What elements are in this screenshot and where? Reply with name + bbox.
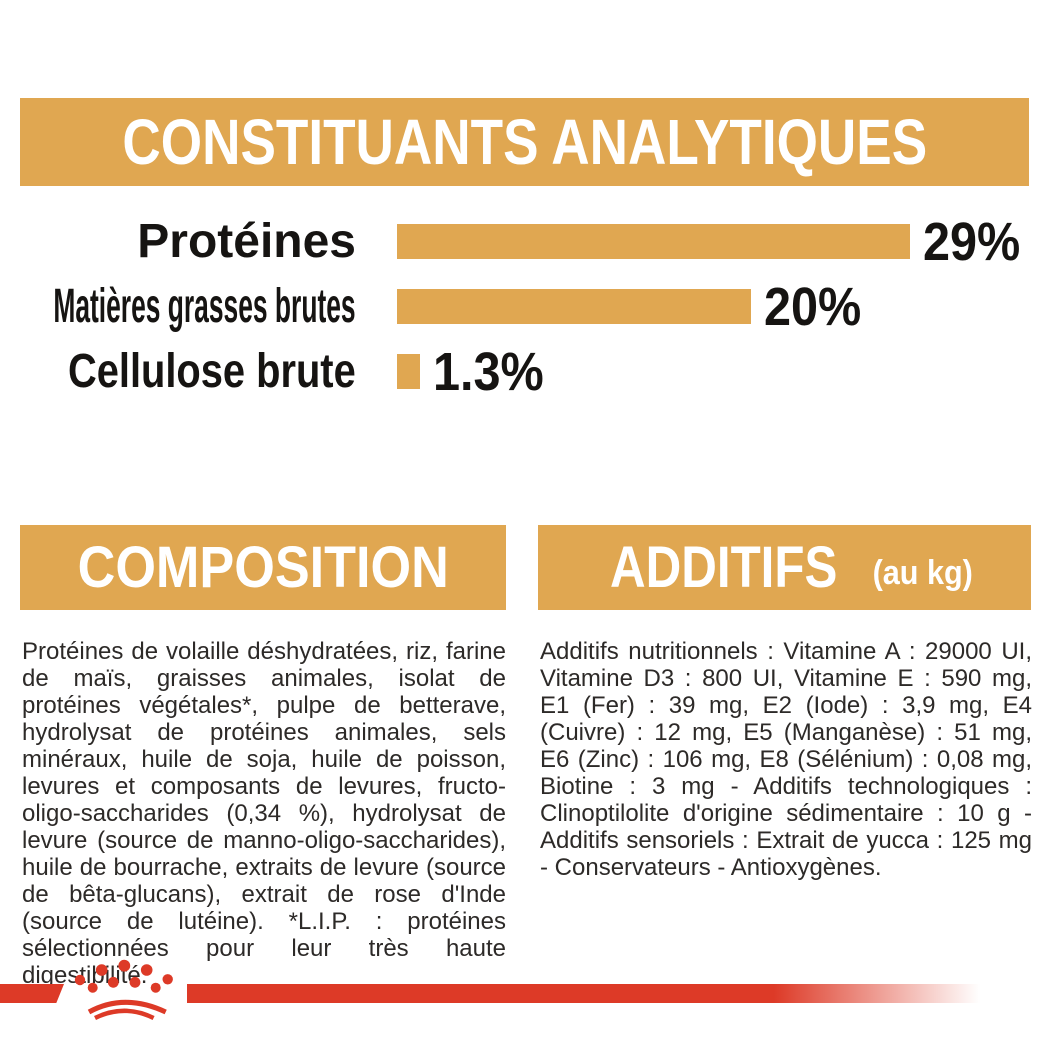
additives-banner: ADDITIFS (au kg) [538, 525, 1031, 610]
nutrient-row-crude-fibre: Cellulose brute 1.3% [0, 345, 1049, 399]
additives-title: ADDITIFS [610, 534, 838, 600]
composition-banner: COMPOSITION [20, 525, 506, 610]
nutrient-label-box: Cellulose brute [0, 344, 356, 398]
analytical-constituents-banner: CONSTITUANTS ANALYTIQUES [20, 98, 1029, 186]
red-divider-line-left [0, 984, 64, 1003]
additives-unit-label: (au kg) [873, 554, 974, 592]
nutrient-bar [397, 289, 751, 324]
nutrient-label-box: Matières grasses brutes [0, 279, 356, 333]
composition-title: COMPOSITION [77, 534, 449, 600]
nutrient-row-proteins: Protéines 29% [0, 215, 1049, 269]
additives-body: Additifs nutritionnels : Vitamine A : 29… [540, 638, 1032, 881]
nutrient-label: Matières grasses brutes [53, 279, 356, 333]
red-divider-line-right [187, 984, 980, 1003]
nutrient-value: 1.3% [433, 341, 544, 402]
composition-body: Protéines de volaille déshydratées, riz,… [22, 638, 506, 989]
nutrient-label: Protéines [137, 214, 356, 268]
nutrient-bar [397, 224, 911, 259]
nutrient-bar [397, 354, 420, 389]
nutrient-label: Cellulose brute [68, 344, 356, 398]
royal-canin-crown-icon [74, 959, 173, 1021]
nutrient-label-box: Protéines [0, 214, 356, 268]
nutrient-row-crude-fat: Matières grasses brutes 20% [0, 280, 1049, 334]
nutrient-value: 20% [764, 276, 862, 337]
analytical-constituents-title: CONSTITUANTS ANALYTIQUES [122, 106, 927, 178]
nutrient-value: 29% [923, 211, 1021, 272]
